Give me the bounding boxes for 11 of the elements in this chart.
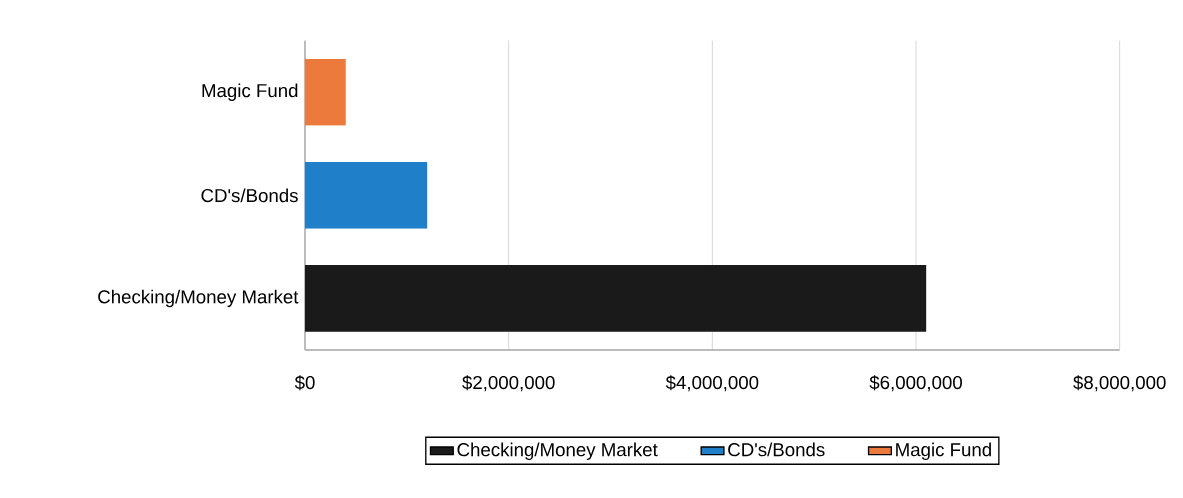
x-tick-label: $0	[294, 375, 315, 391]
y-tick-label: Checking/Money Market	[98, 289, 299, 308]
y-tick-label: Magic Fund	[202, 83, 298, 101]
x-tick-label: $6,000,000	[869, 375, 962, 392]
x-tick-label: $4,000,000	[665, 375, 759, 392]
legend-label: Checking/Money Market	[457, 442, 658, 460]
legend-label: CD's/Bonds	[728, 442, 825, 457]
y-tick-label: CD's/Bonds	[201, 188, 298, 203]
legend-label: Magic Fund	[896, 442, 991, 460]
x-tick-label: $2,000,000	[462, 375, 555, 392]
x-tick-label: $8,000,000	[1073, 375, 1166, 392]
